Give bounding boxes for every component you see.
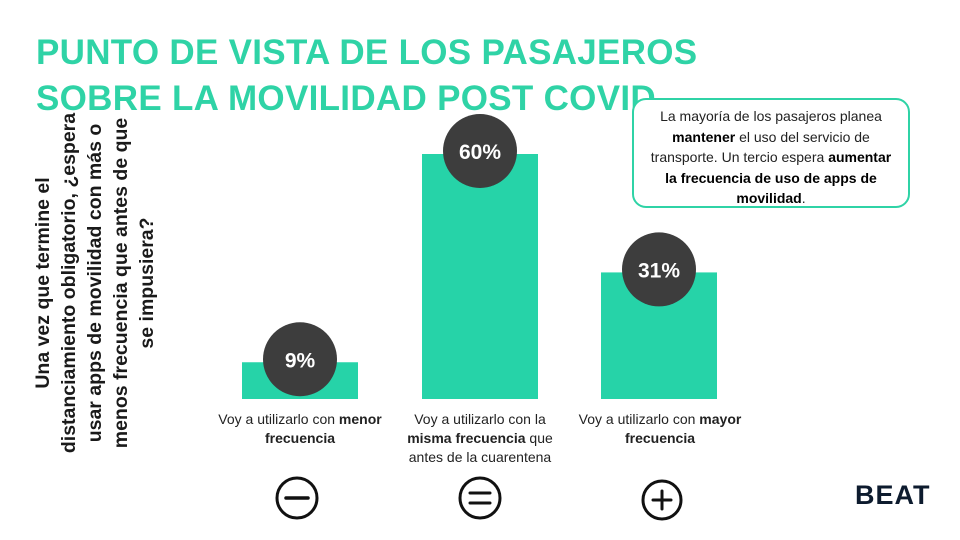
- page-title: PUNTO DE VISTA DE LOS PASAJEROS SOBRE LA…: [36, 33, 698, 118]
- value-badge-3: [622, 232, 696, 307]
- value-badge-1: [263, 322, 337, 397]
- callout-bold-2: aumentar la frecuencia de uso de apps de…: [665, 149, 892, 206]
- plus-circle-icon: [641, 479, 683, 521]
- bar-label-1: Voy a utilizarlo con menor frecuencia: [215, 410, 385, 448]
- callout-text-1: La mayoría de los pasajeros planea: [660, 108, 882, 124]
- bar-label-3-bold: mayor frecuencia: [624, 411, 742, 446]
- value-label-2: 60%: [459, 141, 501, 164]
- value-badge-2: [443, 114, 517, 188]
- bar-label-3: Voy a utilizarlo con mayor frecuencia: [575, 410, 745, 448]
- value-label-3: 31%: [638, 259, 680, 282]
- callout-text-3: .: [801, 190, 806, 206]
- equals-circle-icon: [458, 476, 502, 520]
- bar-label-2-pre: Voy a utilizarlo con la: [414, 411, 546, 427]
- bar-label-1-pre: Voy a utilizarlo con: [218, 411, 339, 427]
- bar-label-3-pre: Voy a utilizarlo con: [578, 411, 700, 427]
- bar-label-2-post: que antes de la cuarentena: [408, 430, 553, 465]
- bar-2: [422, 154, 538, 399]
- minus-circle-icon: [275, 476, 319, 520]
- callout-box: La mayoría de los pasajeros planea mante…: [632, 98, 910, 208]
- callout-bold-1: mantener: [672, 128, 736, 145]
- bar-label-2: Voy a utilizarlo con la misma frecuencia…: [395, 410, 565, 467]
- value-label-1: 9%: [285, 349, 316, 372]
- callout-text-2: el uso del servicio de transporte. Un te…: [650, 128, 870, 166]
- bar-label-2-bold: misma frecuencia: [407, 430, 526, 446]
- bar-label-1-bold: menor frecuencia: [264, 411, 382, 446]
- beat-logo: BEAT: [855, 480, 931, 510]
